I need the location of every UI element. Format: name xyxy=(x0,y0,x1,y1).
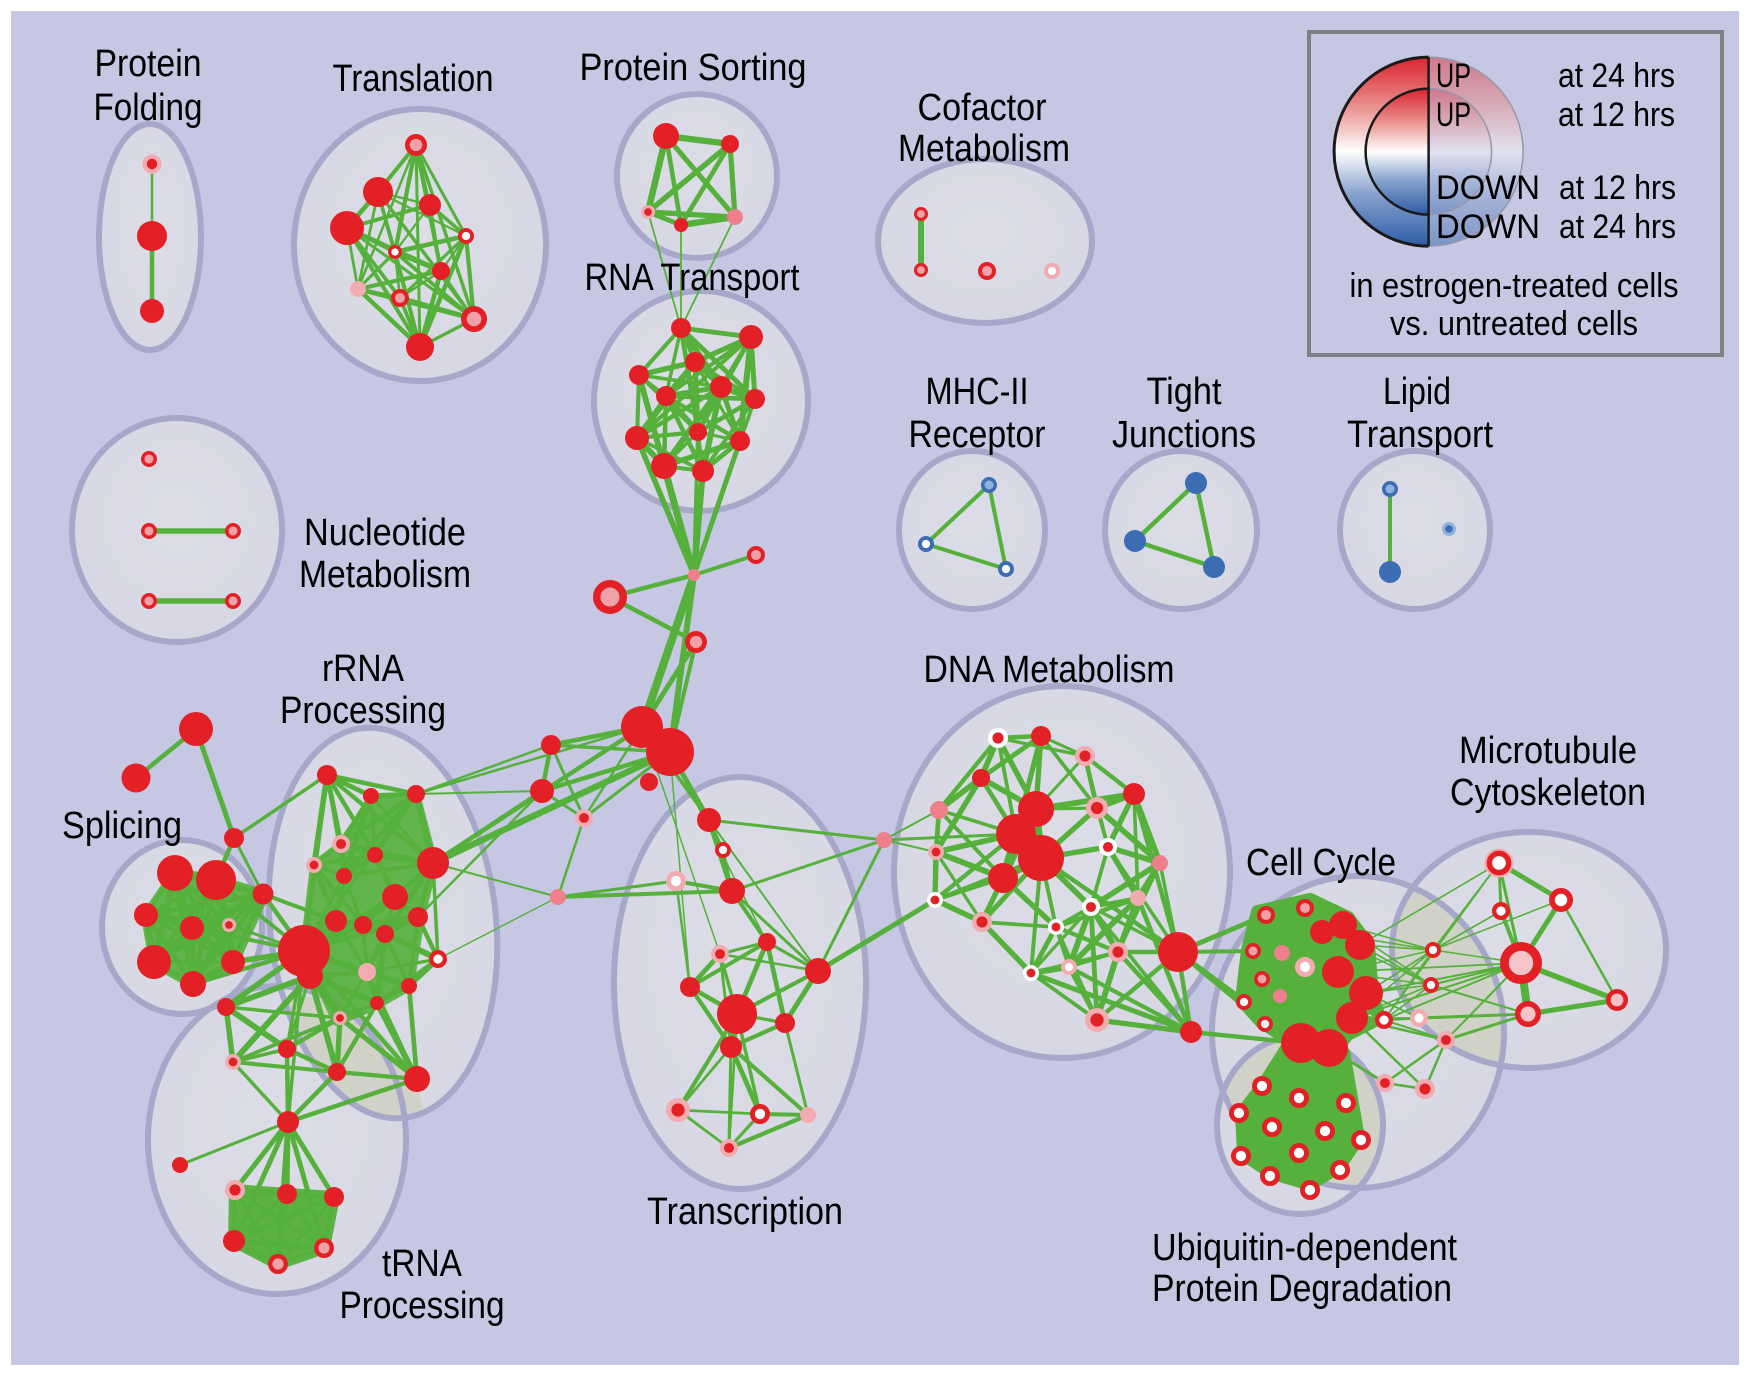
svg-text:at 24 hrs: at 24 hrs xyxy=(1558,57,1675,95)
svg-text:Lipid: Lipid xyxy=(1383,371,1451,413)
svg-text:Tight: Tight xyxy=(1147,371,1222,413)
svg-text:MHC-II: MHC-II xyxy=(926,371,1029,413)
svg-text:at 12 hrs: at 12 hrs xyxy=(1559,169,1676,207)
svg-text:Folding: Folding xyxy=(94,87,203,129)
svg-text:Metabolism: Metabolism xyxy=(299,554,471,596)
svg-text:tRNA: tRNA xyxy=(382,1243,463,1285)
svg-text:Cofactor: Cofactor xyxy=(918,87,1047,129)
svg-text:Protein Degradation: Protein Degradation xyxy=(1152,1268,1452,1310)
svg-text:Processing: Processing xyxy=(280,690,446,732)
svg-text:Processing: Processing xyxy=(340,1285,505,1327)
svg-text:Ubiquitin-dependent: Ubiquitin-dependent xyxy=(1152,1227,1457,1269)
svg-text:Protein Sorting: Protein Sorting xyxy=(580,47,807,89)
svg-text:at 24 hrs: at 24 hrs xyxy=(1559,208,1676,246)
svg-text:Translation: Translation xyxy=(333,58,494,100)
svg-text:DOWN: DOWN xyxy=(1436,208,1540,246)
svg-text:Microtubule: Microtubule xyxy=(1459,730,1637,772)
svg-text:UP: UP xyxy=(1436,57,1471,95)
svg-text:vs. untreated cells: vs. untreated cells xyxy=(1390,305,1638,343)
svg-text:Receptor: Receptor xyxy=(909,414,1046,456)
svg-text:Cytoskeleton: Cytoskeleton xyxy=(1450,772,1646,814)
svg-text:UP: UP xyxy=(1436,96,1471,134)
svg-text:Cell Cycle: Cell Cycle xyxy=(1246,842,1396,884)
svg-text:rRNA: rRNA xyxy=(322,648,405,690)
svg-text:Nucleotide: Nucleotide xyxy=(304,512,466,554)
svg-text:RNA Transport: RNA Transport xyxy=(585,257,800,299)
svg-text:DOWN: DOWN xyxy=(1436,169,1540,207)
svg-text:Protein: Protein xyxy=(95,43,202,85)
svg-text:at 12 hrs: at 12 hrs xyxy=(1558,96,1675,134)
svg-text:Metabolism: Metabolism xyxy=(898,128,1070,170)
svg-text:in estrogen-treated cells: in estrogen-treated cells xyxy=(1350,267,1679,305)
svg-text:DNA Metabolism: DNA Metabolism xyxy=(924,649,1175,691)
svg-text:Transcription: Transcription xyxy=(647,1191,843,1233)
svg-text:Transport: Transport xyxy=(1347,414,1493,456)
svg-text:Junctions: Junctions xyxy=(1112,414,1256,456)
svg-text:Splicing: Splicing xyxy=(62,805,182,847)
